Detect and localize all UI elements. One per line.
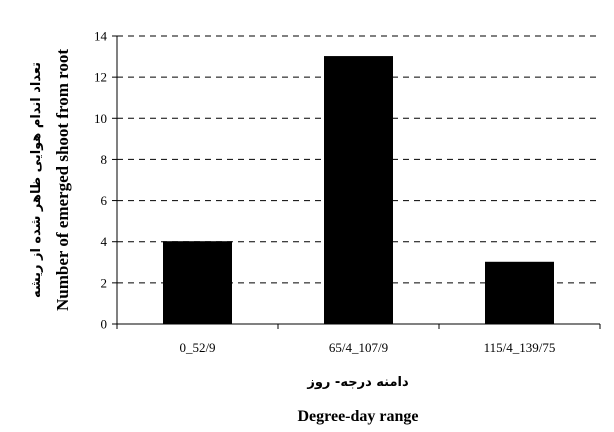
y-tick-label: 6	[101, 193, 108, 208]
y-tick-label: 12	[94, 70, 107, 85]
y-tick-label: 2	[101, 275, 108, 290]
y-axis-label-fa: تعداد اندام هوایی ظاهر شده از ریشه	[29, 62, 44, 298]
y-tick-label: 4	[101, 234, 108, 249]
y-tick-label: 0	[101, 317, 108, 332]
x-axis-label-fa: دامنه درجه- روز	[306, 375, 409, 390]
x-ticks: 0_52/9 65/4_107/9 115/4_139/75	[116, 324, 601, 355]
y-tick-label: 14	[94, 29, 108, 44]
y-ticks: 0 2 4 6 8 10 12 14	[94, 29, 117, 332]
y-axis-label-en: Number of emerged shoot from root	[53, 49, 72, 311]
axes	[116, 36, 600, 325]
y-tick-label: 10	[94, 111, 107, 126]
x-tick-label: 65/4_107/9	[329, 340, 388, 355]
y-tick-label: 8	[101, 152, 108, 167]
x-tick-label: 115/4_139/75	[484, 340, 556, 355]
x-axis-label-en: Degree-day range	[298, 408, 419, 425]
bar	[485, 261, 554, 325]
bars	[163, 56, 554, 325]
x-tick-label: 0_52/9	[179, 340, 215, 355]
bar	[163, 241, 232, 325]
bar	[324, 56, 393, 325]
